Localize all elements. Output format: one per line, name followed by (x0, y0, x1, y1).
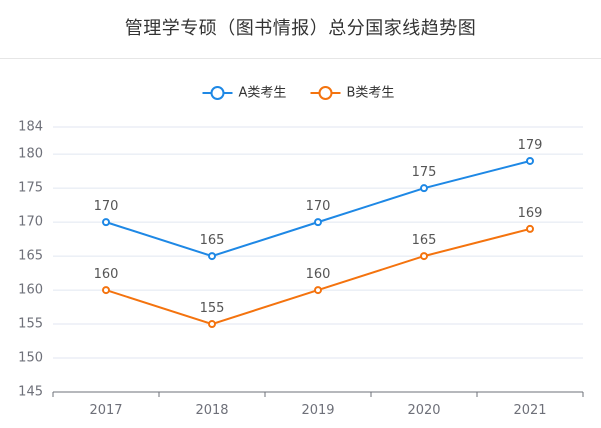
y-tick-label: 160 (18, 283, 43, 298)
y-tick-label: 150 (18, 351, 43, 366)
x-tick-label: 2019 (301, 403, 334, 418)
data-label: 160 (94, 267, 119, 282)
data-label: 175 (412, 165, 437, 180)
data-point (526, 156, 534, 165)
legend-label: B类考生 (347, 86, 395, 101)
data-point (208, 320, 216, 329)
data-label: 165 (200, 233, 225, 248)
data-point (102, 286, 110, 295)
data-point (208, 252, 216, 261)
data-point (314, 286, 322, 295)
x-tick-label: 2021 (513, 403, 546, 418)
series-group (102, 156, 534, 329)
title-divider (0, 58, 601, 59)
data-label: 170 (306, 199, 331, 214)
x-tick-label: 2017 (89, 403, 122, 418)
data-label: 179 (518, 138, 543, 153)
chart-title: 管理学专硕（图书情报）总分国家线趋势图 (124, 18, 477, 39)
y-tick-label: 155 (18, 317, 43, 332)
data-label: 165 (412, 233, 437, 248)
legend-item-a: A类考生 (202, 86, 287, 101)
y-tick-label: 175 (18, 181, 43, 196)
y-tick-label: 184 (18, 120, 43, 135)
data-label: 170 (94, 199, 119, 214)
y-tick-label: 180 (18, 147, 43, 162)
y-tick-label: 165 (18, 249, 43, 264)
x-axis: 2017 2018 2019 2020 2021 (52, 391, 584, 418)
legend-label: A类考生 (239, 86, 287, 101)
data-label: 160 (306, 267, 331, 282)
legend: A类考生 B类考生 (202, 86, 395, 101)
data-point (420, 184, 428, 193)
legend-marker (210, 86, 225, 100)
data-label: 155 (200, 301, 225, 316)
x-tick-label: 2018 (195, 403, 228, 418)
grid-lines (53, 126, 583, 359)
data-point (526, 224, 534, 233)
legend-marker (318, 86, 333, 100)
data-label: 169 (518, 206, 543, 221)
data-point (102, 218, 110, 227)
legend-item-b: B类考生 (310, 86, 395, 101)
y-tick-label: 145 (18, 385, 43, 400)
y-tick-label: 170 (18, 215, 43, 230)
data-labels: 170 165 170 175 179 160 155 160 165 169 (94, 138, 543, 316)
y-axis: 145 150 155 160 165 170 175 180 184 (18, 120, 43, 400)
data-point (420, 252, 428, 261)
x-tick-label: 2020 (407, 403, 440, 418)
data-point (314, 218, 322, 227)
